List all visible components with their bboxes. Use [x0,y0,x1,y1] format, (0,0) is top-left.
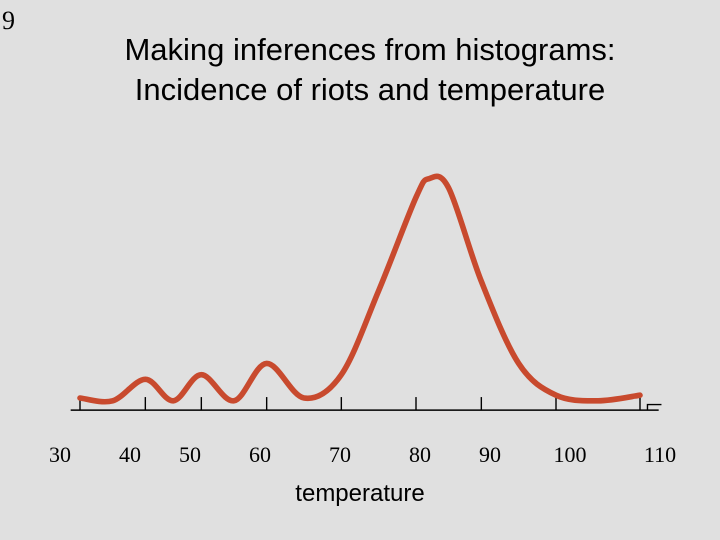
chart-svg [40,160,680,440]
title-line-2: Incidence of riots and temperature [135,72,605,107]
x-tick-label: 50 [179,442,201,468]
x-tick-label: 110 [644,442,676,468]
title-line-1: Making inferences from histograms: [124,32,615,67]
x-tick-label: 30 [49,442,71,468]
x-tick-label: 100 [554,442,587,468]
x-tick-label: 60 [249,442,271,468]
slide-title: Making inferences from histograms: Incid… [50,30,690,111]
x-tick-label: 40 [119,442,141,468]
x-axis-title: temperature [295,480,424,508]
x-tick-label: 80 [409,442,431,468]
slide-number: 9 [2,6,15,36]
density-curve [80,176,640,401]
density-chart: 30405060708090100110 temperature [40,160,680,440]
x-tick-label: 90 [479,442,501,468]
x-tick-label: 70 [329,442,351,468]
